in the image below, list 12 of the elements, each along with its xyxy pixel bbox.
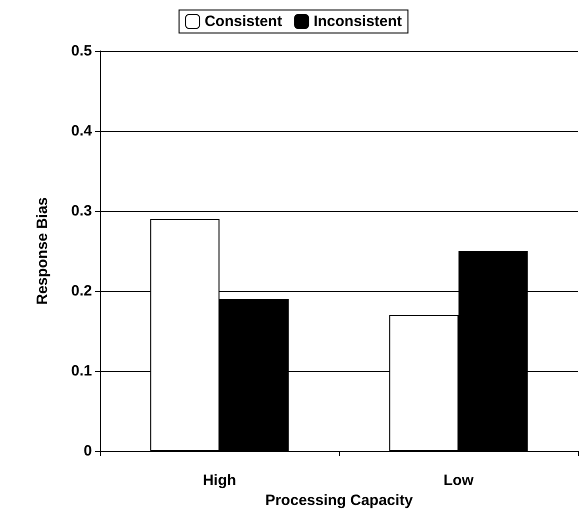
y-tick-label: 0: [84, 442, 92, 460]
y-tick-label: 0.1: [71, 362, 92, 380]
legend-label: Consistent: [204, 13, 282, 30]
y-tick-label: 0.4: [71, 122, 93, 140]
x-tick-label: Low: [444, 472, 474, 489]
y-tick-label: 0.3: [71, 202, 92, 220]
legend-label: Inconsistent: [314, 13, 402, 30]
x-axis-title: Processing Capacity: [265, 492, 414, 509]
y-tick-label: 0.2: [71, 282, 92, 300]
y-axis-title: Response Bias: [34, 197, 51, 305]
y-tick-label: 0.5: [71, 42, 92, 60]
x-tick-label: High: [202, 472, 236, 489]
